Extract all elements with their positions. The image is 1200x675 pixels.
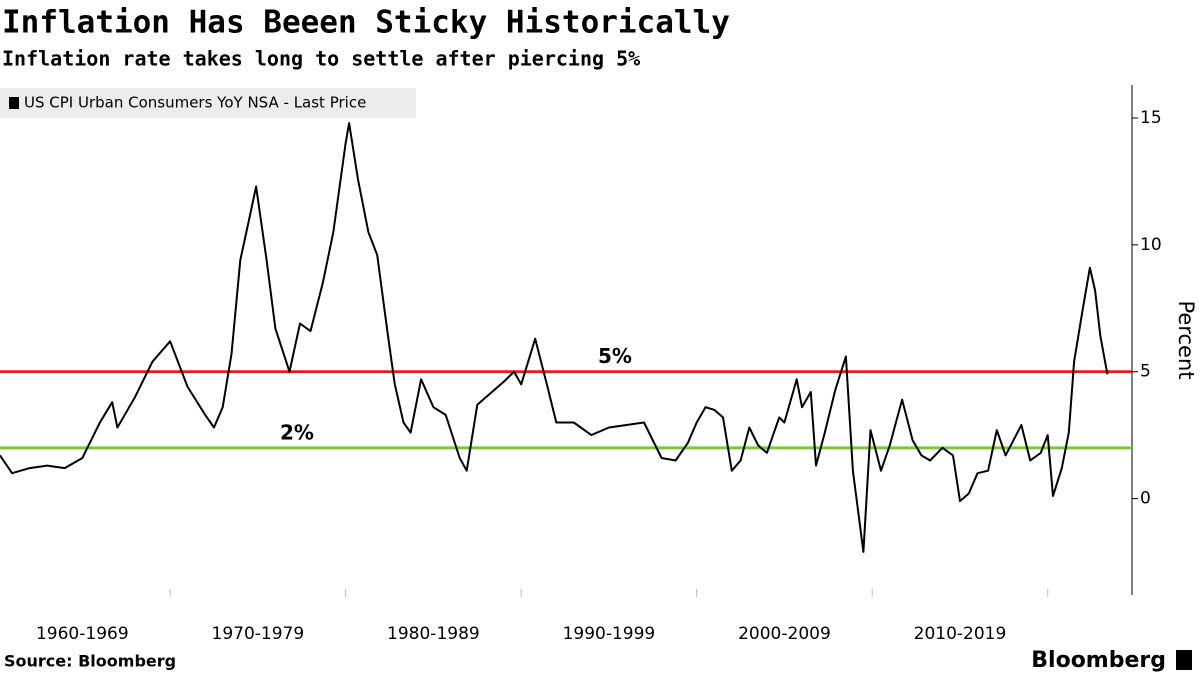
reference-label: 2% bbox=[280, 420, 314, 444]
legend-label: US CPI Urban Consumers YoY NSA - Last Pr… bbox=[24, 94, 366, 112]
legend-box bbox=[0, 88, 416, 118]
x-tick-label: 2000-2009 bbox=[738, 624, 831, 644]
x-tick-label: 1960-1969 bbox=[36, 624, 129, 644]
x-tick-label: 2010-2019 bbox=[914, 624, 1007, 644]
source: Source: Bloomberg bbox=[4, 652, 176, 671]
chart-subtitle: Inflation rate takes long to settle afte… bbox=[2, 47, 640, 71]
y-axis-label: Percent bbox=[1174, 300, 1198, 379]
y-tick-label: 5 bbox=[1140, 362, 1151, 382]
x-tick-label: 1980-1989 bbox=[387, 624, 480, 644]
brand-icon bbox=[1176, 650, 1192, 670]
y-tick-label: 15 bbox=[1140, 108, 1162, 128]
y-tick-label: 0 bbox=[1140, 489, 1151, 509]
data-line bbox=[0, 122, 1109, 553]
brand: Bloomberg bbox=[1031, 648, 1166, 673]
reference-label: 5% bbox=[598, 344, 632, 368]
y-tick-label: 10 bbox=[1140, 235, 1162, 255]
legend-swatch bbox=[9, 97, 19, 109]
chart-title: Inflation Has Beeen Sticky Historically bbox=[2, 5, 730, 41]
x-tick-label: 1990-1999 bbox=[563, 624, 656, 644]
x-tick-label: 1970-1979 bbox=[212, 624, 305, 644]
